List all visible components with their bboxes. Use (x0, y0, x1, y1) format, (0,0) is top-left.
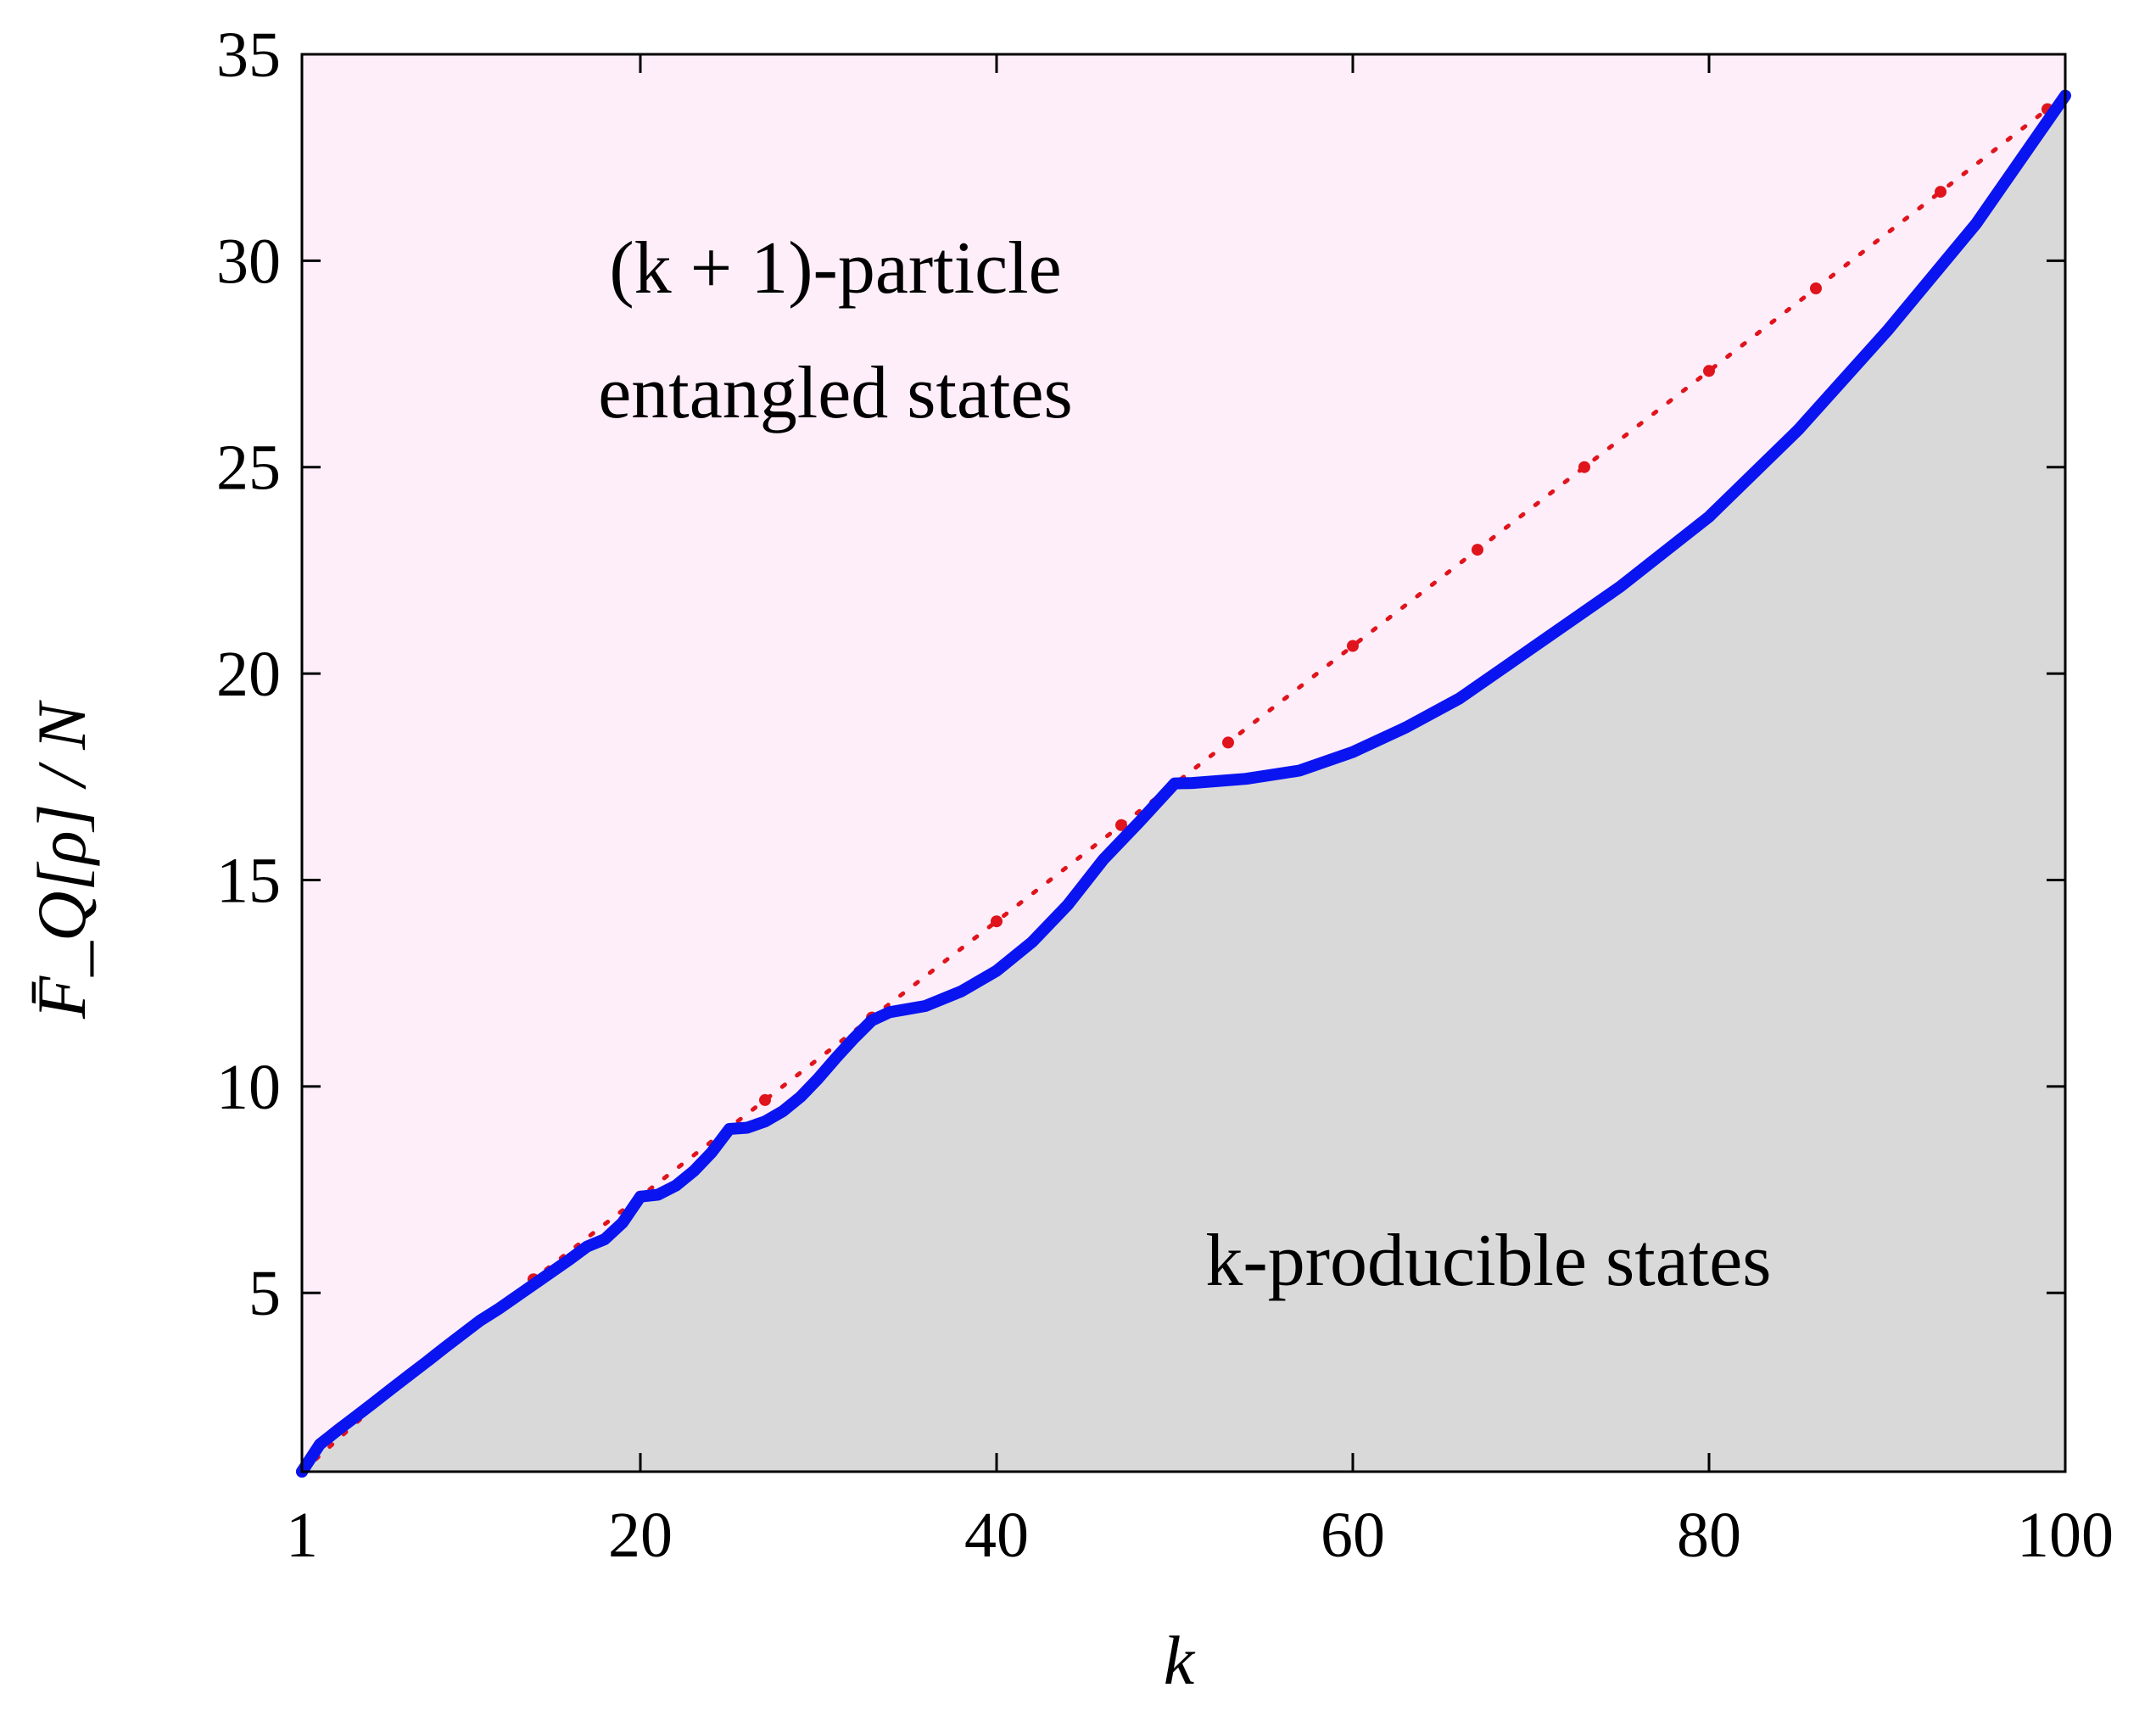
x-tick-label: 40 (964, 1500, 1029, 1571)
y-tick-label: 35 (216, 20, 281, 91)
bound-series-line (296, 89, 2071, 1478)
y-tick-label: 20 (216, 639, 281, 710)
x-tick-label: 1 (286, 1500, 318, 1571)
dotted-series-point (1935, 186, 1947, 198)
y-tick-label: 30 (216, 226, 281, 297)
axes: 1 20 40 60 80 100 5 10 15 20 25 30 35 (216, 20, 2114, 1571)
x-tick-label: 100 (2017, 1500, 2114, 1571)
dotted-series-point (1115, 819, 1127, 831)
dotted-series-point (1472, 544, 1483, 556)
x-axis-title: k (1164, 1622, 1196, 1699)
annotation-entangled-line1: (k + 1)-particle (609, 227, 1061, 310)
x-tick-label: 60 (1321, 1500, 1385, 1571)
dotted-series-point (1578, 461, 1590, 473)
dotted-series-point (1810, 282, 1822, 294)
dotted-series-point (759, 1093, 771, 1106)
dotted-series-point (1347, 640, 1359, 652)
y-tick-label: 5 (249, 1258, 281, 1329)
dotted-series-point (1222, 736, 1234, 749)
dotted-series-point (991, 915, 1003, 928)
y-tick-label: 25 (216, 433, 281, 504)
y-tick-label: 10 (216, 1052, 281, 1123)
y-axis-title: F̄_Q[ρ] / N (23, 700, 100, 1020)
y-tick-label: 15 (216, 845, 281, 916)
dotted-series-point (1703, 365, 1715, 377)
axes-frame (300, 53, 2067, 1473)
labels: (k + 1)-particle entangled states k-prod… (23, 227, 1772, 1699)
annotation-entangled-line2: entangled states (598, 352, 1073, 434)
x-tick-label: 20 (608, 1500, 673, 1571)
plot-area (296, 54, 2071, 1478)
x-tick-label: 80 (1677, 1500, 1741, 1571)
annotation-producible: k-producible states (1205, 1220, 1771, 1302)
